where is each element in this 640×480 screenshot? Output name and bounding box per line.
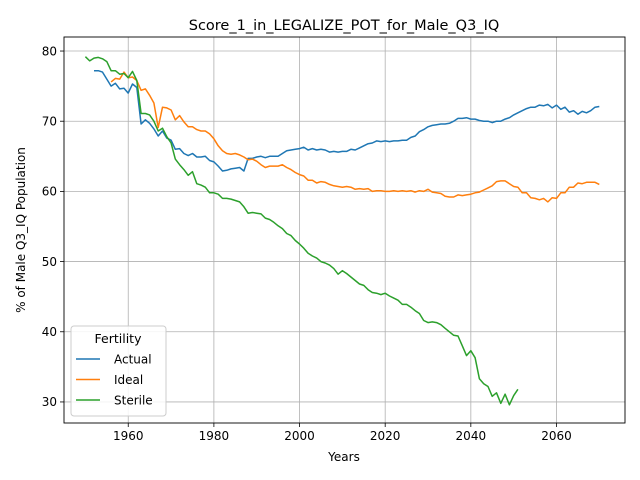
x-axis-label: Years [327,450,360,464]
series-line-ideal [110,71,600,203]
y-tick-label: 30 [42,395,57,409]
x-tick-label: 1960 [113,429,144,443]
chart-title: Score_1_in_LEGALIZE_POT_for_Male_Q3_IQ [189,18,500,34]
y-axis: 30 40 50 60 70 80 [42,44,64,409]
legend-box [70,325,167,417]
y-tick-label: 60 [42,185,57,199]
x-tick-label: 2060 [541,429,572,443]
legend-label-ideal: Ideal [114,373,143,387]
series-line-actual [94,69,600,172]
x-tick-label: 2020 [370,429,401,443]
x-axis: 1960 1980 2000 2020 2040 2060 [113,423,572,443]
legend-title: Fertility [95,331,143,346]
plot-frame [63,36,626,424]
x-tick-label: 1980 [199,429,230,443]
series-line-sterile [84,56,519,406]
legend: Fertility Actual Ideal Sterile [70,325,167,417]
legend-label-sterile: Sterile [114,394,153,408]
legend-label-actual: Actual [114,353,152,367]
y-tick-label: 50 [42,255,57,269]
series-layer [84,56,600,406]
x-tick-label: 2040 [456,429,487,443]
y-tick-label: 80 [42,44,57,58]
y-axis-label: % of Male Q3_IQ Population [14,147,28,313]
x-tick-label: 2000 [284,429,315,443]
y-tick-label: 40 [42,325,57,339]
y-tick-label: 70 [42,115,57,129]
